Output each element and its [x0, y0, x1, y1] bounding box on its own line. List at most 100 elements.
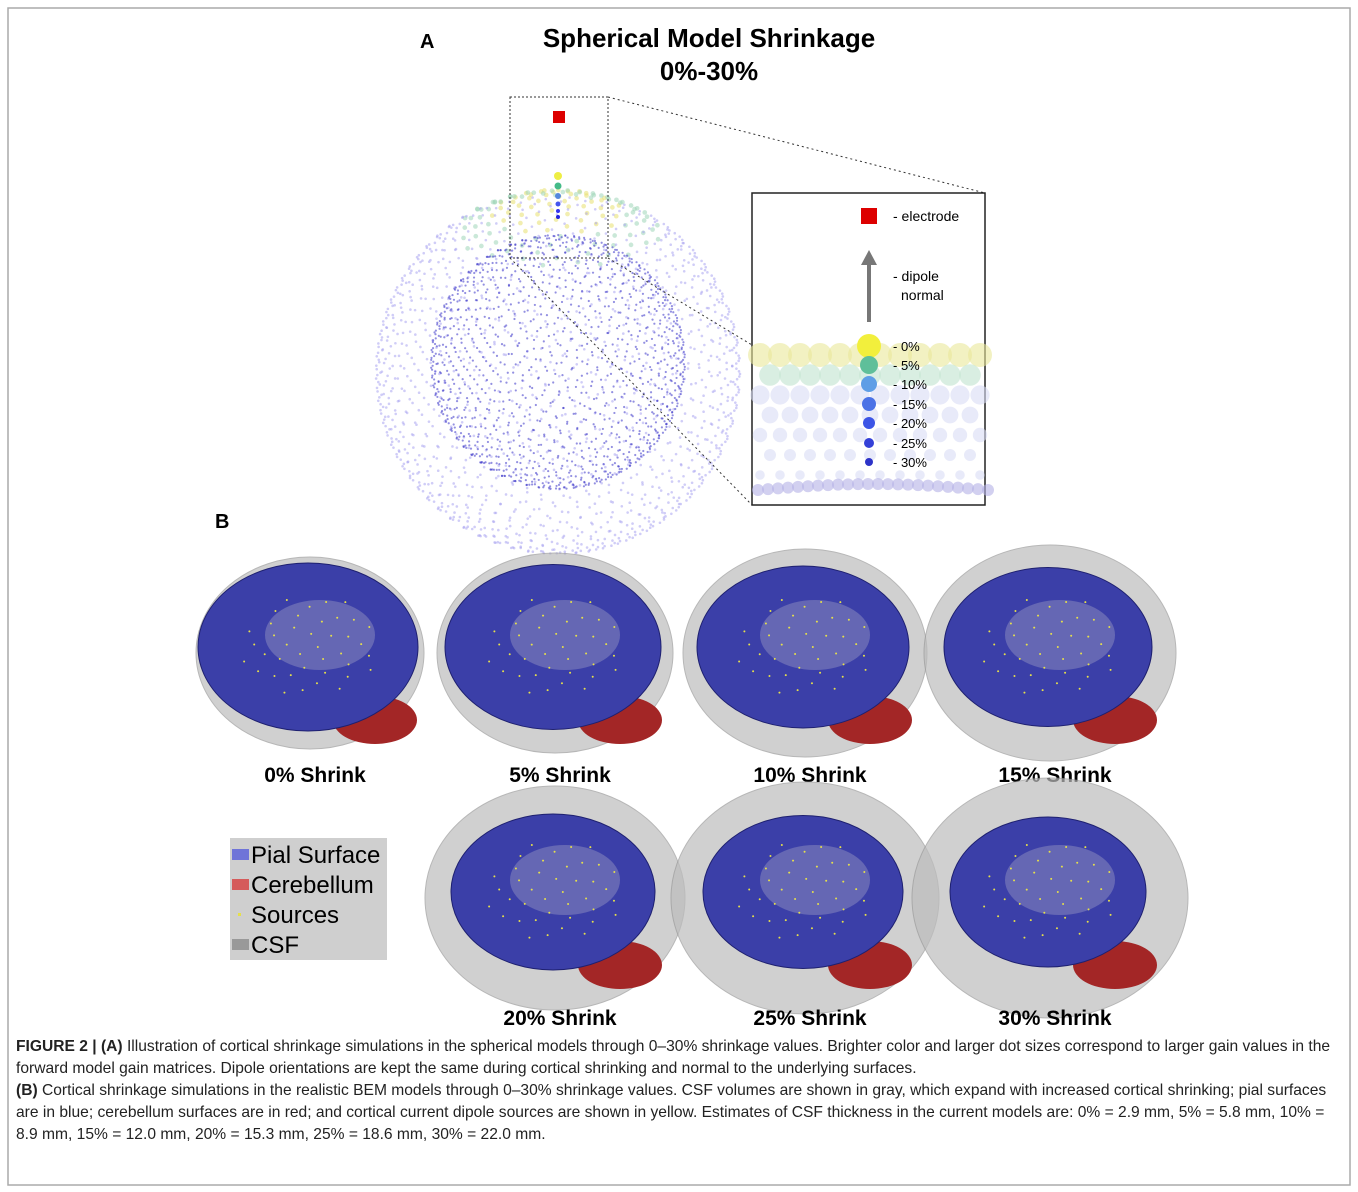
sphere-dot — [494, 214, 497, 217]
sphere-dot — [384, 416, 387, 419]
sphere-dot — [719, 453, 722, 456]
sphere-dot — [381, 336, 384, 339]
sphere-dot — [572, 232, 575, 235]
sphere-dot — [667, 313, 669, 315]
sphere-dot — [492, 535, 495, 538]
source-point — [493, 630, 495, 632]
sphere-dot — [718, 342, 721, 345]
sphere-dot — [674, 408, 676, 410]
source-point — [1033, 627, 1035, 629]
sphere-dot — [626, 406, 629, 409]
sphere-dot — [604, 466, 607, 469]
sphere-dot — [485, 499, 488, 502]
sphere-dot — [686, 298, 689, 301]
sphere-dot — [418, 454, 421, 457]
sphere-dot — [405, 344, 408, 347]
sphere-dot — [564, 251, 566, 253]
sphere-dot — [680, 332, 682, 334]
sphere-dot — [439, 350, 442, 353]
sphere-dot — [710, 274, 713, 277]
sphere-dot — [670, 491, 673, 494]
sphere-dot — [675, 453, 678, 456]
sphere-dot — [455, 433, 458, 436]
sphere-dot — [710, 441, 713, 444]
sphere-dot — [382, 422, 385, 425]
sphere-dot — [454, 317, 457, 320]
sphere-dot — [534, 296, 536, 298]
sphere-dot — [650, 214, 653, 217]
sphere-dot — [607, 473, 609, 475]
sphere-dot — [543, 434, 545, 436]
sphere-dot — [678, 480, 681, 483]
sphere-dot — [663, 516, 666, 519]
sphere-dot — [533, 339, 535, 341]
sphere-dot — [618, 465, 620, 467]
sphere-dot — [449, 388, 451, 390]
sphere-dot — [533, 348, 535, 350]
sphere-dot — [551, 244, 553, 246]
sphere-dot — [676, 317, 678, 319]
sphere-dot — [542, 482, 544, 484]
sphere-dot — [439, 328, 441, 330]
sphere-dot — [602, 252, 604, 254]
sphere-dot — [512, 546, 515, 549]
sphere-dot — [591, 354, 593, 356]
sphere-dot — [626, 299, 629, 302]
sphere-dot — [503, 470, 505, 472]
source-point — [1039, 653, 1041, 655]
sphere-dot — [558, 390, 560, 392]
source-point — [848, 619, 850, 621]
sphere-dot — [570, 437, 572, 439]
sphere-dot — [683, 299, 686, 302]
sphere-dot — [471, 528, 474, 531]
sphere-dot — [409, 474, 412, 477]
sphere-dot — [629, 435, 631, 437]
sphere-dot — [595, 456, 597, 458]
sphere-dot — [640, 409, 642, 411]
sphere-dot — [538, 508, 541, 511]
sphere-dot — [429, 259, 432, 262]
sphere-dot — [560, 318, 563, 321]
source-point — [781, 644, 783, 646]
source-point — [1013, 675, 1015, 677]
sphere-dot — [596, 337, 598, 339]
sphere-dot — [592, 240, 594, 242]
sphere-dot — [457, 308, 459, 310]
sphere-dot — [559, 344, 561, 346]
sphere-dot — [450, 470, 453, 473]
dipole-label: - dipole — [893, 268, 939, 284]
sphere-dot — [576, 506, 579, 509]
sphere-dot — [458, 356, 460, 358]
caption: FIGURE 2 | (A) Illustration of cortical … — [16, 1036, 1344, 1146]
sphere-dot — [717, 426, 720, 429]
sphere-dot — [701, 427, 704, 430]
sphere-dot — [625, 539, 628, 542]
sphere-dot — [599, 312, 601, 314]
sphere-dot — [721, 302, 724, 305]
source-point — [330, 635, 332, 637]
sphere-dot — [529, 515, 532, 518]
sphere-dot — [603, 341, 606, 344]
sphere-dot — [659, 259, 662, 262]
sphere-dot — [541, 191, 546, 196]
sphere-dot — [614, 310, 617, 313]
source-point — [1042, 934, 1044, 936]
inset-dot — [955, 470, 965, 480]
source-point — [785, 919, 787, 921]
sphere-dot — [410, 299, 413, 302]
sphere-dot — [565, 546, 568, 549]
sphere-dot — [469, 375, 471, 377]
sphere-dot — [654, 350, 656, 352]
sphere-dot — [658, 374, 660, 376]
source-point — [566, 866, 568, 868]
inset-dot — [942, 407, 959, 424]
sphere-dot — [456, 333, 458, 335]
sphere-dot — [437, 402, 439, 404]
sphere-dot — [546, 370, 548, 372]
source-point — [1057, 646, 1059, 648]
sphere-dot — [638, 213, 641, 216]
sphere-dot — [430, 367, 432, 369]
sphere-dot — [614, 197, 619, 202]
sphere-dot — [578, 305, 580, 307]
sphere-dot — [722, 411, 725, 414]
